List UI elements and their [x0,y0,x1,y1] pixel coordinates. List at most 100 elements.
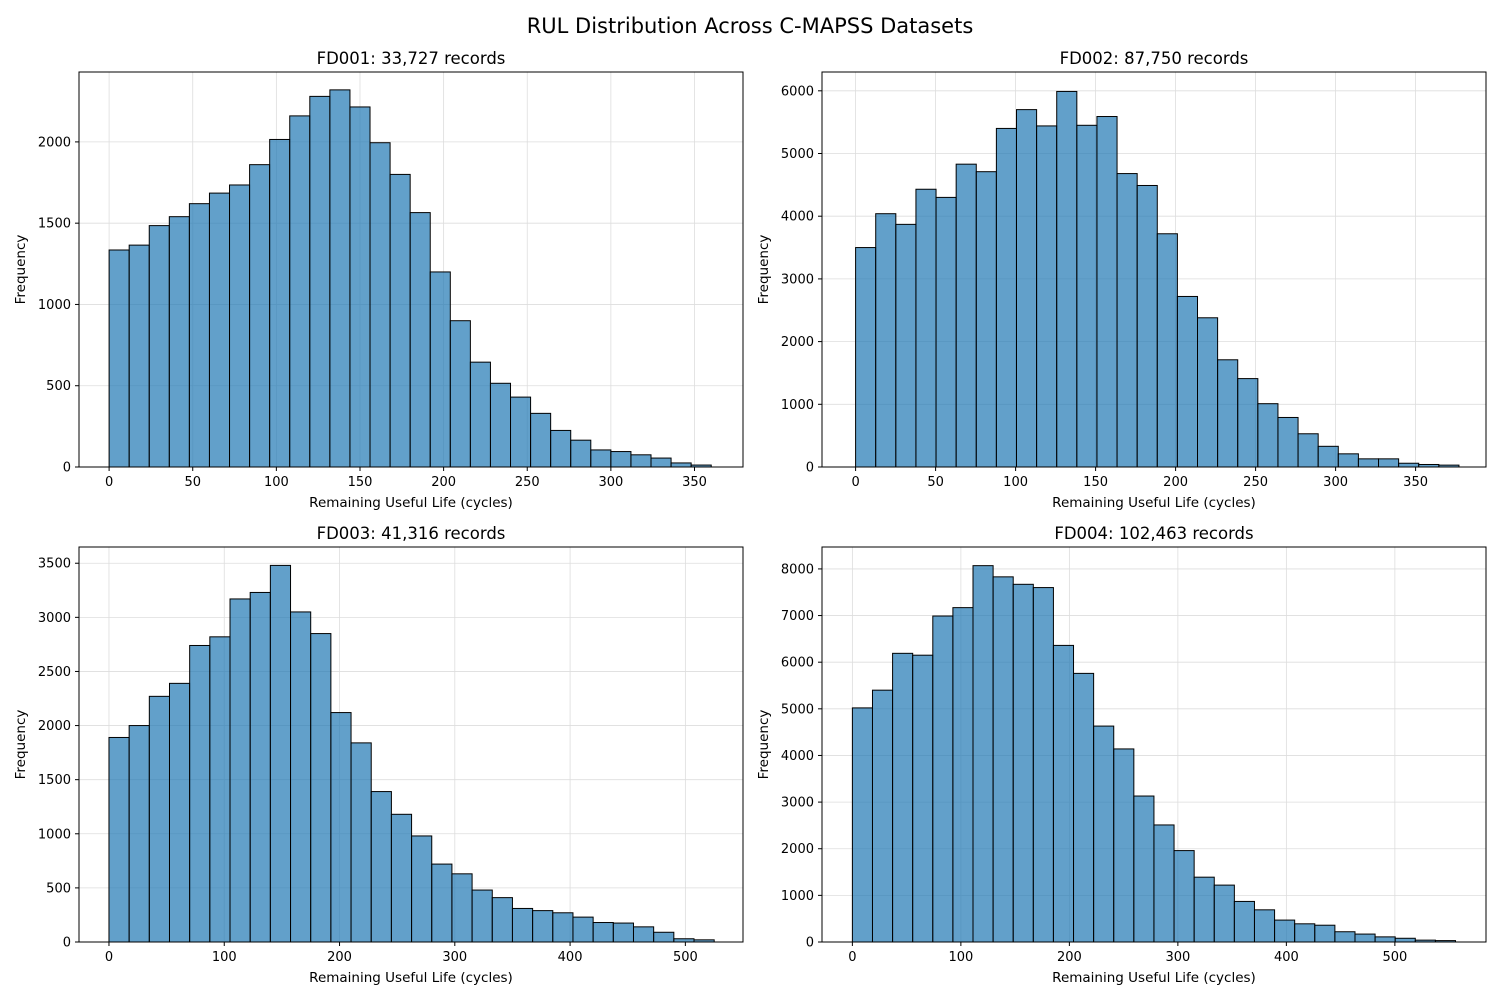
histogram-bar [1133,795,1155,943]
histogram-bar [389,173,411,468]
x-tick-label: 100 [948,950,973,965]
figure-title: RUL Distribution Across C-MAPSS Datasets [526,14,974,38]
histogram-bar [289,115,311,468]
histogram-bar [449,320,471,468]
x-tick-label: 0 [851,475,859,490]
histogram-bar [871,689,894,943]
histogram-bar [350,742,372,943]
panel-title: FD002: 87,750 records [1060,49,1249,68]
histogram-bar [1052,644,1075,943]
x-tick-label: 200 [1163,475,1188,490]
histogram-bar [550,429,572,468]
histogram-bar [370,791,392,943]
y-tick-label: 5000 [781,702,814,717]
x-tick-label: 100 [1003,475,1028,490]
histogram-bar [249,164,271,468]
histogram-bar [1394,937,1416,943]
histogram-bar [1036,125,1058,468]
y-tick-label: 1000 [38,827,71,842]
histogram-bar [108,249,130,468]
y-tick-label: 1000 [38,298,71,313]
histogram-bar [1217,359,1239,468]
chart-panel-1: 0 50 100 150 200 250 300 350 0 500 1000 1500 2000 FD0… [13,49,744,511]
histogram-bar [229,598,251,943]
histogram-bar [269,564,292,943]
x-tick-label: 250 [1243,475,1268,490]
x-tick-label: 150 [348,475,373,490]
y-axis-label: Frequency [13,235,29,305]
y-axis-label: Frequency [13,710,29,780]
y-tick-label: 1500 [38,217,71,232]
histogram-bar [1173,850,1195,943]
histogram-bar [409,212,431,468]
x-tick-label: 200 [1057,950,1082,965]
y-tick-label: 0 [806,461,814,476]
x-tick-label: 0 [105,950,113,965]
y-tick-label: 0 [63,461,71,476]
histogram-bar [1116,173,1138,468]
histogram-bar [1176,295,1199,468]
histogram-bar [208,192,231,468]
histogram-bar [108,736,130,943]
histogram-bar [148,695,170,943]
histogram-bar [1096,116,1118,468]
histogram-bar [592,922,614,943]
y-tick-label: 1000 [781,889,814,904]
histogram-bar [429,271,451,468]
y-tick-label: 2000 [781,335,814,350]
x-tick-label: 300 [1165,950,1190,965]
histogram-bar [1213,884,1235,943]
histogram-bar [975,171,997,468]
histogram-bar [1012,583,1034,943]
histogram-bar [1113,748,1135,943]
histogram-bar [1197,317,1219,468]
histogram-bar [632,926,655,943]
histogram-bar [851,707,873,943]
x-tick-label: 500 [673,950,698,965]
histogram-bar [369,142,391,468]
histogram-bar [972,565,994,943]
histogram-bar [1378,458,1400,468]
histogram-bar [1277,416,1299,468]
x-tick-label: 350 [682,475,707,490]
x-tick-label: 0 [848,950,856,965]
x-tick-label: 50 [927,475,944,490]
y-tick-label: 3000 [38,611,71,626]
panel-title: FD001: 33,727 records [317,49,506,68]
histogram-bar [932,615,954,943]
histogram-bar [532,910,554,943]
x-tick-label: 300 [1323,475,1348,490]
histogram-bar [229,184,251,468]
histogram-bar [1274,919,1296,943]
histogram-bar [1314,924,1336,943]
histogram-bar [892,652,914,943]
plot-frame [821,546,1487,943]
histogram-bar [1253,909,1276,943]
histogram-bar [1153,824,1175,943]
y-tick-label: 500 [46,881,71,896]
histogram-bar [650,457,672,468]
y-tick-label: 500 [46,379,71,394]
histogram-bar [168,216,190,468]
x-tick-label: 200 [431,475,456,490]
y-tick-label: 1500 [38,773,71,788]
histogram-bar [572,916,594,943]
x-axis-label: Remaining Useful Life (cycles) [309,970,513,986]
histogram-bar [489,382,512,468]
histogram-bar [915,188,937,468]
histogram-bar [1032,587,1054,943]
histogram-bar [610,451,632,468]
histogram-bar [895,223,917,468]
histogram-bar [128,244,150,468]
y-tick-label: 1000 [781,398,814,413]
y-tick-label: 2500 [38,665,71,680]
histogram-bar [1357,458,1380,468]
histogram-bar [955,163,977,468]
x-tick-label: 400 [558,950,583,965]
histogram-bar [670,462,692,468]
histogram-bar [1073,672,1095,943]
histogram-bar [1334,931,1356,943]
x-axis-label: Remaining Useful Life (cycles) [1052,495,1256,511]
